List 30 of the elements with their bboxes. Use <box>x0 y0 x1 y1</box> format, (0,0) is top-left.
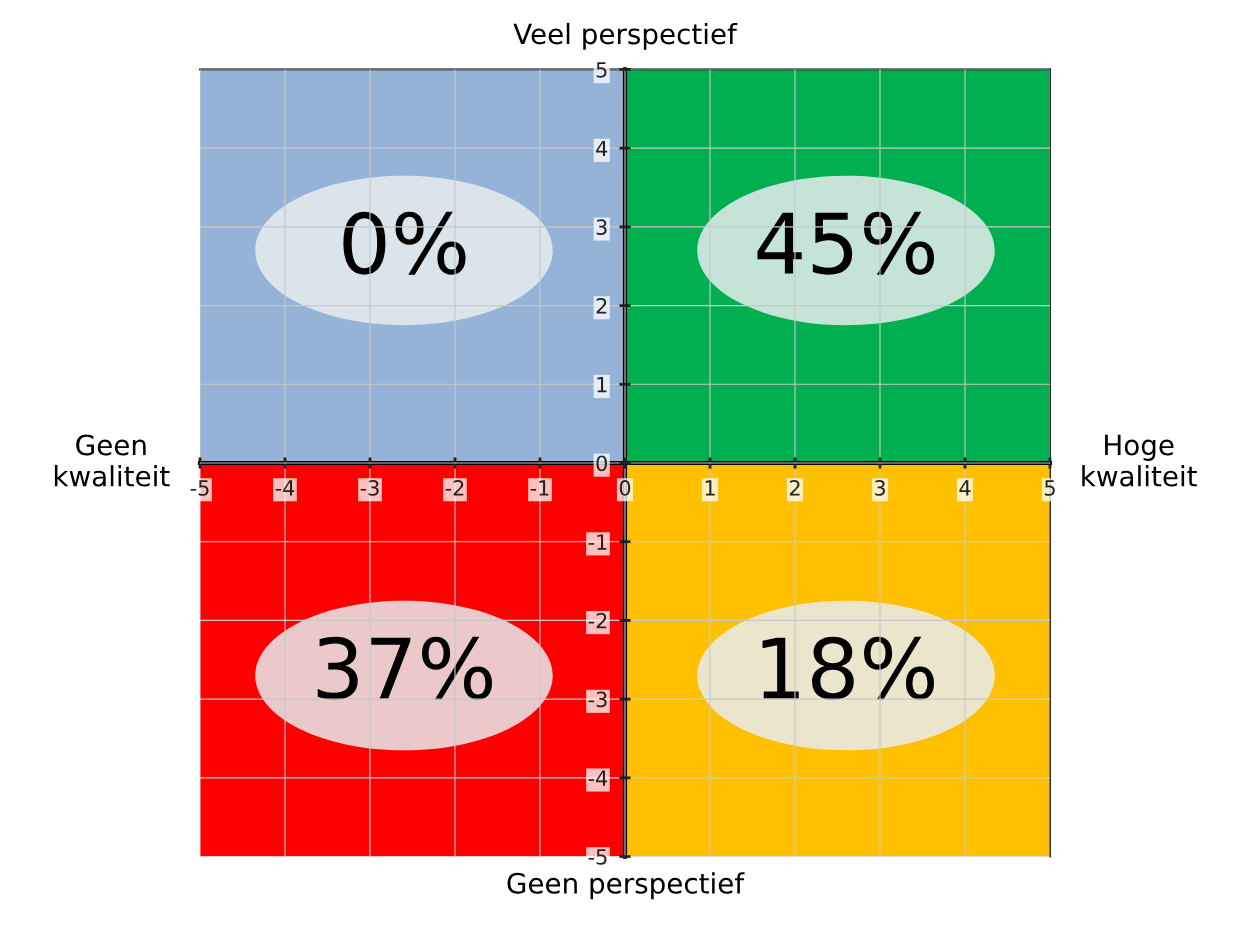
y-tick-label: -5 <box>588 849 607 865</box>
text: Veel perspectief <box>513 22 738 50</box>
x-tick-label: -5 <box>190 480 209 496</box>
y-tick-label: -1 <box>588 534 607 550</box>
x-tick-label: 1 <box>705 480 715 496</box>
y-tick-label: -2 <box>588 612 607 629</box>
text: Geen perspectief <box>507 872 745 900</box>
x-tick-label: -4 <box>275 480 295 496</box>
y-tick-label: 5 <box>596 62 607 78</box>
x-tick-label: 0 <box>619 480 631 496</box>
text: Geen kwaliteit <box>54 434 170 487</box>
x-tick-label: -2 <box>445 480 464 496</box>
x-tick-label: 4 <box>959 480 971 496</box>
annotation: 37% <box>317 636 493 700</box>
x-tick-label: 5 <box>1044 480 1055 496</box>
x-tick-label: 2 <box>789 480 800 496</box>
y-tick-label: -3 <box>588 691 607 708</box>
y-tick-label: 0 <box>596 455 607 472</box>
y-tick-label: 3 <box>596 219 607 236</box>
x-tick-label: 3 <box>874 480 885 496</box>
y-tick-label: 4 <box>596 140 608 157</box>
y-tick-label: 1 <box>597 377 607 393</box>
x-tick-label: -3 <box>360 480 379 496</box>
x-tick-label: -1 <box>530 480 549 496</box>
y-tick-label: -4 <box>588 770 608 786</box>
y-tick-label: 2 <box>596 298 607 314</box>
annotation: 18% <box>762 636 935 700</box>
text: Hoge kwaliteit <box>1082 434 1197 487</box>
annotation: 45% <box>757 211 935 275</box>
annotation: 0% <box>343 211 466 275</box>
